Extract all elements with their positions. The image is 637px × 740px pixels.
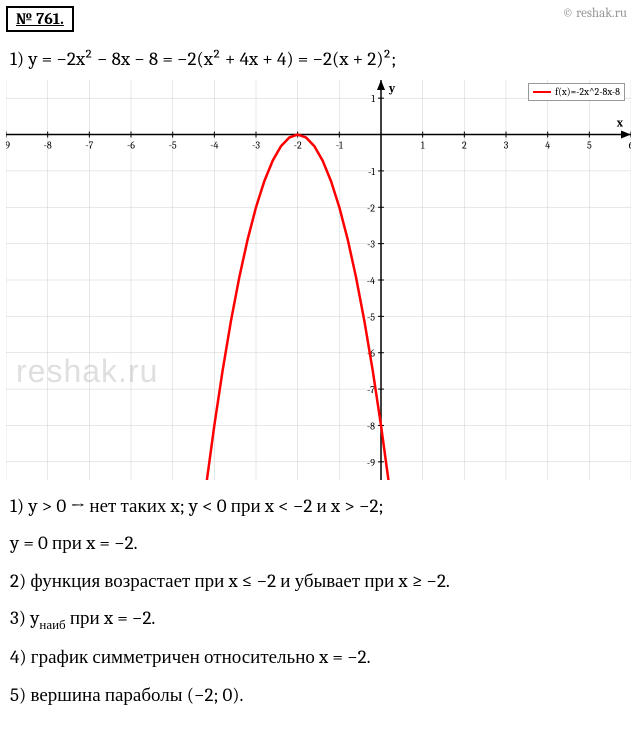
chart-legend: f(x)=-2x^2-8x-8	[528, 83, 625, 101]
svg-text:-9: -9	[6, 140, 10, 152]
svg-text:-1: -1	[368, 166, 375, 178]
answers-block: 1) y > 0 → нет таких x; y < 0 при x < −2…	[10, 490, 630, 716]
svg-text:1: 1	[421, 140, 425, 152]
svg-text:-5: -5	[169, 140, 177, 152]
svg-text:-2: -2	[367, 202, 375, 214]
chart-svg: xy-9-8-7-6-5-4-3-2-11234561-1-2-3-4-5-6-…	[6, 80, 631, 480]
svg-text:-5: -5	[367, 311, 375, 323]
problem-number: № 761.	[6, 6, 74, 32]
copyright-text: © reshak.ru	[562, 6, 627, 21]
equation: 1) y = −2x² − 8x − 8 = −2(x² + 4x + 4) =…	[10, 48, 396, 70]
svg-text:-2: -2	[294, 140, 302, 152]
answer-line-4: 3) yнаиб при x = −2.	[10, 602, 630, 638]
legend-color-swatch	[533, 91, 551, 93]
svg-text:-7: -7	[85, 140, 93, 152]
svg-text:-4: -4	[210, 140, 218, 152]
svg-text:-8: -8	[44, 140, 52, 152]
watermark: reshak.ru	[16, 353, 158, 390]
svg-text:-8: -8	[367, 420, 375, 432]
answer-4-sub: наиб	[39, 618, 65, 633]
svg-text:x: x	[617, 116, 624, 130]
svg-text:-3: -3	[367, 239, 375, 251]
svg-text:-4: -4	[367, 275, 375, 287]
answer-4-prefix: 3) y	[10, 607, 39, 629]
answer-line-2: y = 0 при x = −2.	[10, 527, 630, 560]
svg-text:-3: -3	[252, 140, 260, 152]
svg-text:1: 1	[371, 93, 375, 105]
parabola-chart: xy-9-8-7-6-5-4-3-2-11234561-1-2-3-4-5-6-…	[6, 80, 631, 480]
answer-line-3: 2) функция возрастает при x ≤ −2 и убыва…	[10, 565, 630, 598]
svg-text:-1: -1	[336, 140, 343, 152]
svg-text:3: 3	[504, 140, 509, 152]
answer-line-5: 4) график симметричен относительно x = −…	[10, 641, 630, 674]
answer-line-6: 5) вершина параболы (−2; 0).	[10, 679, 630, 712]
legend-label: f(x)=-2x^2-8x-8	[555, 86, 620, 98]
svg-text:4: 4	[545, 140, 550, 152]
svg-text:2: 2	[462, 140, 467, 152]
answer-4-suffix: при x = −2.	[66, 607, 156, 629]
svg-text:-6: -6	[127, 140, 135, 152]
svg-text:6: 6	[629, 140, 631, 152]
svg-text:y: y	[388, 81, 396, 95]
svg-text:-9: -9	[367, 457, 375, 469]
svg-text:5: 5	[587, 140, 592, 152]
answer-line-1: 1) y > 0 → нет таких x; y < 0 при x < −2…	[10, 490, 630, 523]
